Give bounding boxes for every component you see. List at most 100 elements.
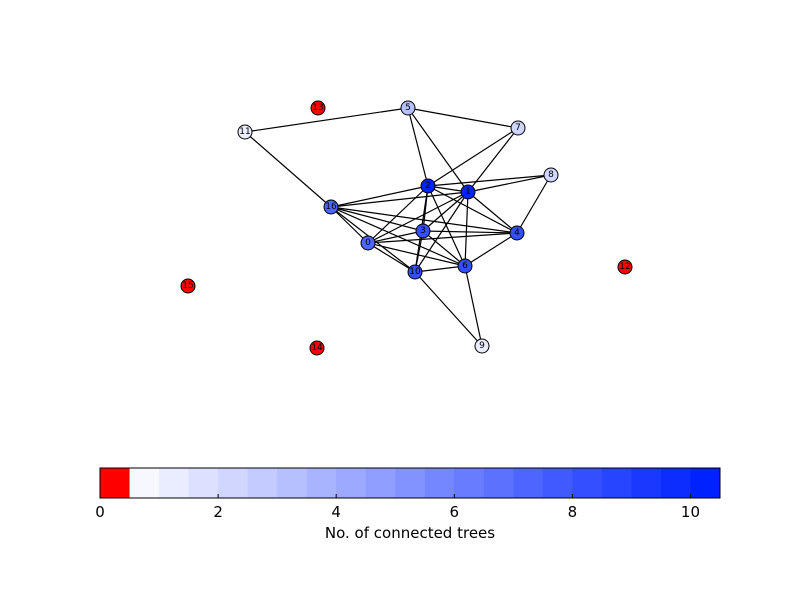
colorbar-cell xyxy=(542,468,573,498)
edge-6-9 xyxy=(464,265,483,347)
node-3: 3 xyxy=(415,223,431,239)
edge-11-5 xyxy=(244,107,409,133)
edge-5-1 xyxy=(407,107,469,193)
node-7: 7 xyxy=(510,120,526,136)
edge-1-3 xyxy=(422,191,469,232)
colorbar-cell xyxy=(306,468,337,498)
colorbar-cell xyxy=(513,468,544,498)
colorbar-cell xyxy=(277,468,308,498)
colorbar-cell xyxy=(660,468,691,498)
node-circle xyxy=(543,167,559,183)
edge-16-0 xyxy=(330,206,369,244)
edge-8-4 xyxy=(516,174,552,234)
edge-11-16 xyxy=(244,131,332,208)
node-circle xyxy=(237,124,253,140)
edge-7-1 xyxy=(467,127,519,193)
colorbar-cell xyxy=(336,468,367,498)
colorbar-label: No. of connected trees xyxy=(325,524,495,542)
colorbar-tick-label: 4 xyxy=(331,503,341,521)
edge-0-4 xyxy=(367,232,518,244)
colorbar-cell xyxy=(395,468,426,498)
node-circle xyxy=(617,259,633,275)
colorbar-cells xyxy=(100,468,721,498)
node-label: 14 xyxy=(311,343,323,353)
edge-2-4 xyxy=(427,185,518,234)
edge-1-10 xyxy=(414,191,469,273)
colorbar-tick-label: 10 xyxy=(681,503,700,521)
node-label: 5 xyxy=(405,103,411,113)
node-circle xyxy=(309,340,325,356)
node-9: 9 xyxy=(474,338,490,354)
node-label: 8 xyxy=(548,170,554,180)
node-11: 11 xyxy=(237,124,253,140)
colorbar-tick-label: 8 xyxy=(568,503,578,521)
node-15: 15 xyxy=(180,278,196,294)
colorbar-cell xyxy=(483,468,514,498)
edge-2-0 xyxy=(367,185,429,244)
edge-1-0 xyxy=(367,191,469,244)
colorbar-ticks: 0 2 4 6 8 10 xyxy=(95,494,700,521)
node-circle xyxy=(180,278,196,294)
node-label: 9 xyxy=(479,341,485,351)
node-circle xyxy=(310,100,326,116)
edge-10-6 xyxy=(414,265,466,273)
node-12: 12 xyxy=(617,259,633,275)
node-circle xyxy=(509,225,525,241)
node-label: 1 xyxy=(465,187,471,197)
node-label: 10 xyxy=(409,267,421,277)
node-label: 2 xyxy=(425,181,431,191)
node-label: 4 xyxy=(514,228,520,238)
node-circle xyxy=(415,223,431,239)
edge-2-16 xyxy=(330,185,429,208)
edge-1-4 xyxy=(467,191,518,234)
edge-0-6 xyxy=(367,242,466,267)
edge-2-6 xyxy=(427,185,466,267)
node-6: 6 xyxy=(457,258,473,274)
node-label: 11 xyxy=(239,127,250,137)
colorbar-tick-label: 6 xyxy=(450,503,460,521)
node-8: 8 xyxy=(543,167,559,183)
colorbar-cell xyxy=(572,468,603,498)
edge-2-8 xyxy=(427,174,552,187)
edge-1-16 xyxy=(330,191,469,208)
colorbar-cell xyxy=(129,468,160,498)
colorbar-cell xyxy=(631,468,662,498)
colorbar-cell xyxy=(218,468,249,498)
edge-1-6 xyxy=(464,191,469,267)
node-10: 10 xyxy=(407,264,423,280)
node-label: 0 xyxy=(365,238,371,248)
node-label: 7 xyxy=(515,123,521,133)
node-circle xyxy=(400,100,416,116)
edge-1-8 xyxy=(467,174,552,193)
node-circle xyxy=(510,120,526,136)
node-4: 4 xyxy=(509,225,525,241)
colorbar-cell xyxy=(188,468,219,498)
node-13: 13 xyxy=(310,100,326,116)
colorbar-cell xyxy=(454,468,485,498)
node-circle xyxy=(460,184,476,200)
edge-3-6 xyxy=(422,230,466,267)
colorbar-cell xyxy=(159,468,190,498)
edge-7-2 xyxy=(427,127,519,187)
node-label: 3 xyxy=(420,226,426,236)
node-circle xyxy=(457,258,473,274)
edge-5-7 xyxy=(407,107,519,129)
colorbar-cell xyxy=(365,468,396,498)
node-circle xyxy=(360,235,376,251)
colorbar-tick-label: 2 xyxy=(213,503,223,521)
node-label: 12 xyxy=(619,262,630,272)
node-16: 16 xyxy=(323,199,339,215)
edge-0-3 xyxy=(367,230,424,244)
node-circle xyxy=(323,199,339,215)
colorbar-cell xyxy=(100,468,131,498)
node-circle xyxy=(474,338,490,354)
node-14: 14 xyxy=(309,340,325,356)
edge-0-10 xyxy=(367,242,416,273)
node-1: 1 xyxy=(460,184,476,200)
node-0: 0 xyxy=(360,235,376,251)
colorbar-cell xyxy=(601,468,632,498)
edge-6-4 xyxy=(464,232,518,267)
node-2: 2 xyxy=(420,178,436,194)
